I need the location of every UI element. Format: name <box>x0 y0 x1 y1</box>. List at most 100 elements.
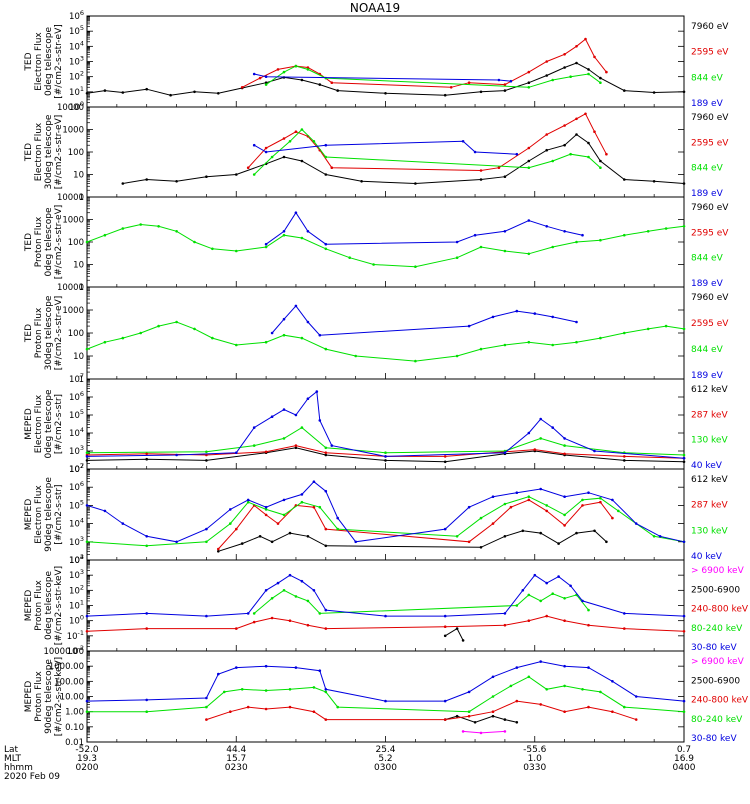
y-axis-label-line: 90deg telescope <box>44 659 54 734</box>
series-line <box>206 700 637 721</box>
y-tick-label: 1 <box>79 193 84 203</box>
data-point <box>217 550 220 553</box>
data-point <box>354 354 358 358</box>
y-tick-label: 0.01 <box>65 738 84 748</box>
y-tick-label: 106 <box>69 480 84 493</box>
data-point <box>575 340 578 344</box>
y-axis-label-line: Electron Flux <box>34 394 44 453</box>
data-point <box>479 347 483 351</box>
data-point <box>145 544 148 548</box>
legend-entry: 287 keV <box>691 501 728 511</box>
y-axis-label-line: 90deg telescope <box>44 477 54 552</box>
data-point <box>491 522 495 525</box>
data-point <box>306 599 310 603</box>
tick-label-exponent: -2 <box>78 644 84 652</box>
data-point <box>599 238 602 242</box>
data-point <box>569 584 572 588</box>
data-point <box>300 493 304 496</box>
data-point <box>103 89 107 92</box>
data-point <box>593 130 596 133</box>
data-point <box>527 219 531 222</box>
data-point <box>205 696 208 700</box>
data-point <box>121 336 125 340</box>
legend-entry: 130 keV <box>691 436 728 446</box>
data-point <box>145 698 148 702</box>
footer-row-label: hhmm <box>4 763 33 773</box>
data-point <box>145 87 148 91</box>
data-point <box>527 340 531 344</box>
series-line <box>444 627 464 641</box>
legend-entry: 240-800 keV <box>691 696 749 706</box>
tick-label-base: 10000 <box>57 193 84 203</box>
y-tick-label: 100 <box>68 329 84 339</box>
data-point <box>264 83 268 86</box>
data-point <box>145 457 148 461</box>
data-point <box>461 140 465 143</box>
y-tick-label: 1000.00 <box>49 662 84 672</box>
y-tick-label: 10000.00 <box>43 647 84 657</box>
y-tick-label: 104 <box>69 517 84 530</box>
data-point <box>300 159 304 163</box>
data-point <box>545 225 548 228</box>
data-point <box>503 230 507 233</box>
data-point <box>324 173 328 176</box>
data-point <box>229 508 232 511</box>
tick-label-base: 10 <box>69 556 80 566</box>
data-point <box>467 540 471 544</box>
data-point <box>539 417 542 421</box>
data-point <box>294 446 298 450</box>
data-point <box>521 529 525 533</box>
data-point <box>306 68 310 71</box>
tick-label-base: 10 <box>69 483 80 493</box>
tick-label-base: 1000 <box>62 126 84 136</box>
data-point <box>646 230 650 233</box>
legend-entry: 80-240 keV <box>691 715 743 725</box>
data-point <box>593 529 596 533</box>
panel-frame <box>86 196 685 288</box>
data-point <box>539 487 542 491</box>
data-point <box>294 211 298 214</box>
data-point <box>599 159 602 163</box>
y-tick-label: 10 <box>73 352 84 362</box>
data-point <box>103 233 107 237</box>
y-axis-label-line: 0deg telescope <box>44 571 54 641</box>
data-point <box>282 513 286 517</box>
tick-label-exponent: 2 <box>80 70 84 78</box>
data-point <box>503 502 507 506</box>
legend-entry: 189 eV <box>691 99 724 109</box>
y-tick-label: 105 <box>69 408 84 421</box>
y-tick-label: 1 <box>79 375 84 385</box>
data-point <box>539 703 542 706</box>
data-point <box>515 491 519 495</box>
data-point <box>539 437 542 440</box>
tick-label-base: 10 <box>73 261 84 271</box>
data-point <box>235 666 238 669</box>
data-point <box>515 666 519 669</box>
tick-label-base: 100.00 <box>54 677 84 687</box>
data-point <box>682 182 686 185</box>
data-point <box>324 347 328 351</box>
y-axis-label-line: Proton Flux <box>34 671 44 722</box>
data-point <box>312 140 316 143</box>
data-point <box>634 522 638 525</box>
footer-value: 19.3 <box>77 754 97 764</box>
data-point <box>479 516 483 520</box>
tick-label-exponent: -1 <box>78 629 84 637</box>
tick-label-base: 10 <box>69 103 80 113</box>
y-axis-label-line: [#/cm2-s-str-eV] <box>54 296 64 371</box>
data-point <box>121 182 125 185</box>
data-point <box>503 249 507 253</box>
data-point <box>581 688 584 691</box>
data-point <box>330 166 334 169</box>
data-point <box>584 112 587 116</box>
series-line <box>86 62 685 96</box>
tick-label-base: 10000.00 <box>43 647 84 657</box>
data-point <box>282 589 286 592</box>
data-point <box>312 710 316 713</box>
tick-label-base: 100 <box>68 148 84 158</box>
data-point <box>318 669 322 672</box>
tick-label-base: 10.00 <box>60 693 84 703</box>
tick-label-base: 1000.00 <box>49 662 84 672</box>
data-point <box>252 620 256 624</box>
data-point <box>443 93 447 97</box>
